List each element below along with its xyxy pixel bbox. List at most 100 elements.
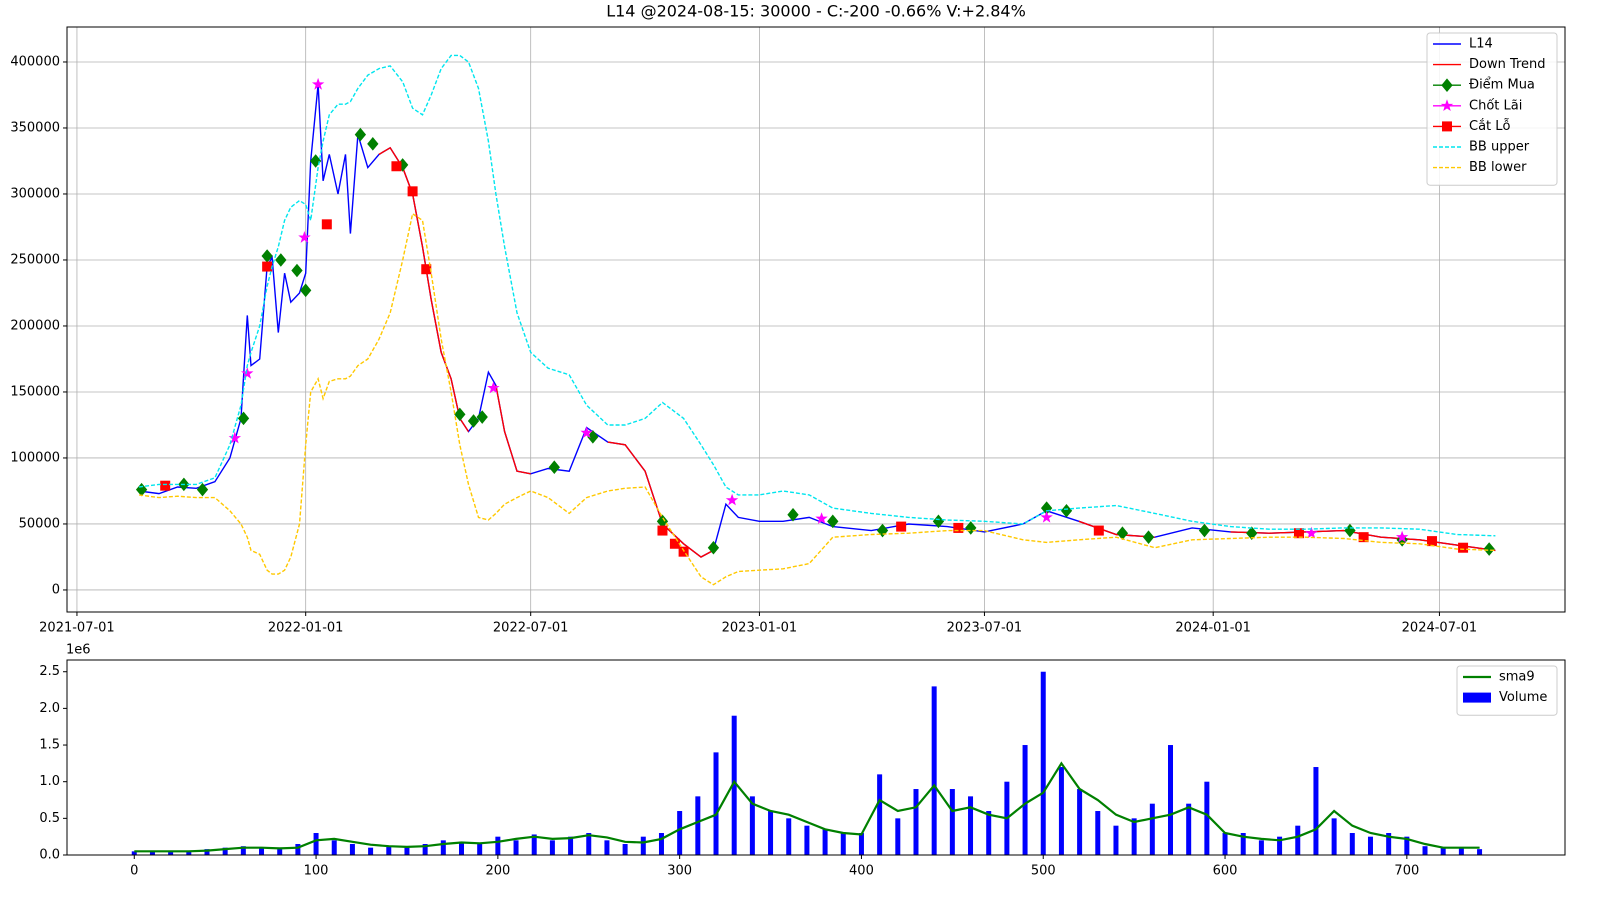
cut-loss-marker <box>953 522 964 533</box>
x-tick-label: 600 <box>1213 864 1238 879</box>
volume-bar <box>1422 846 1428 855</box>
take-profit-marker <box>580 426 593 439</box>
legend-label: sma9 <box>1499 670 1535 685</box>
volume-bar <box>895 818 901 855</box>
y-tick-label: 0.0 <box>39 848 60 863</box>
volume-bar <box>858 833 864 855</box>
volume-bar <box>168 852 174 855</box>
cut-loss-marker <box>262 261 273 272</box>
volume-bar <box>222 847 228 855</box>
volume-bar <box>840 833 846 855</box>
cut-loss-marker <box>1426 536 1437 547</box>
cut-loss-marker <box>160 480 171 491</box>
series-line <box>139 84 1496 558</box>
volume-bar <box>277 849 283 855</box>
legend-label: Điểm Mua <box>1469 78 1535 93</box>
volume-bar <box>1168 745 1174 855</box>
buy-marker <box>587 430 599 444</box>
y-tick-label: 1.5 <box>39 738 60 753</box>
cut-loss-marker <box>1458 542 1469 553</box>
x-tick-label: 2024-07-01 <box>1402 621 1478 636</box>
volume-bar <box>1295 825 1301 855</box>
volume-bar <box>549 840 555 855</box>
volume-bar <box>331 840 337 855</box>
take-profit-marker <box>1396 530 1409 543</box>
y-tick-label: 300000 <box>10 186 60 201</box>
take-profit-marker <box>1040 510 1053 523</box>
volume-bar <box>349 844 355 855</box>
volume-bar <box>1058 767 1064 855</box>
volume-bar <box>1349 833 1355 855</box>
volume-bar <box>931 686 937 855</box>
x-tick-label: 200 <box>485 864 510 879</box>
volume-bar <box>1077 789 1083 855</box>
buy-marker <box>354 127 367 142</box>
volume-bar <box>768 811 774 855</box>
volume-bar <box>568 836 574 855</box>
volume-bar <box>1240 833 1246 855</box>
cut-loss-marker <box>678 546 689 557</box>
cut-loss-marker <box>1442 121 1452 132</box>
legend-label: Cắt Lỗ <box>1469 119 1511 134</box>
volume-bar <box>749 796 755 855</box>
buy-marker <box>275 253 287 267</box>
legend-label: Down Trend <box>1469 57 1546 72</box>
y-tick-label: 2.5 <box>39 664 60 679</box>
buy-marker <box>367 137 379 151</box>
volume-bar <box>1095 811 1101 855</box>
volume-bar <box>949 789 955 855</box>
legend-label: BB upper <box>1469 140 1530 155</box>
cut-loss-marker <box>1358 532 1369 543</box>
y-tick-label: 0 <box>52 582 60 597</box>
volume-bar <box>131 851 137 855</box>
x-tick-label: 2021-07-01 <box>39 621 115 636</box>
series-line <box>1078 520 1155 538</box>
plot-frame <box>66 659 1566 856</box>
buy-marker <box>291 263 303 278</box>
cut-loss-marker <box>407 186 418 197</box>
buy-marker <box>476 410 488 424</box>
volume-bar <box>695 796 701 855</box>
volume-bar <box>986 811 992 855</box>
take-profit-marker <box>1305 526 1318 539</box>
buy-marker <box>827 514 839 529</box>
take-profit-marker <box>241 366 254 379</box>
buy-marker <box>467 414 480 428</box>
volume-bar <box>149 851 155 855</box>
x-tick-label: 2023-01-01 <box>722 621 798 636</box>
volume-bar <box>1313 767 1319 855</box>
buy-marker <box>300 283 312 298</box>
volume-bar <box>386 846 392 855</box>
volume-bar <box>1386 833 1392 855</box>
x-tick-label: 400 <box>849 864 874 879</box>
volume-bar <box>204 849 210 855</box>
take-profit-marker <box>1440 99 1454 112</box>
volume-bar <box>477 844 483 855</box>
volume-bar <box>968 796 974 855</box>
cut-loss-marker <box>391 161 402 172</box>
cut-loss-marker <box>1093 525 1104 536</box>
legend-box <box>1456 665 1558 716</box>
volume-bar <box>1477 849 1483 855</box>
volume-bar <box>1458 847 1464 855</box>
volume-bar <box>822 829 828 855</box>
volume-bar <box>1367 836 1373 855</box>
series-line <box>495 385 531 475</box>
legend-label: Volume <box>1499 690 1547 705</box>
volume-bar <box>313 833 319 855</box>
buy-marker <box>1060 503 1073 518</box>
y-tick-label: 250000 <box>10 252 60 267</box>
x-tick-label: 500 <box>1031 864 1056 879</box>
volume-bar <box>877 774 883 855</box>
volume-bar <box>1204 781 1210 855</box>
buy-marker <box>454 407 466 422</box>
volume-bar <box>513 840 519 855</box>
plot-frame <box>66 26 1566 613</box>
volume-bar <box>786 818 792 855</box>
take-profit-marker <box>298 230 311 243</box>
volume-bar <box>913 789 919 855</box>
x-tick-label: 300 <box>667 864 692 879</box>
y-tick-label: 400000 <box>10 54 60 69</box>
volume-bar <box>422 844 428 855</box>
